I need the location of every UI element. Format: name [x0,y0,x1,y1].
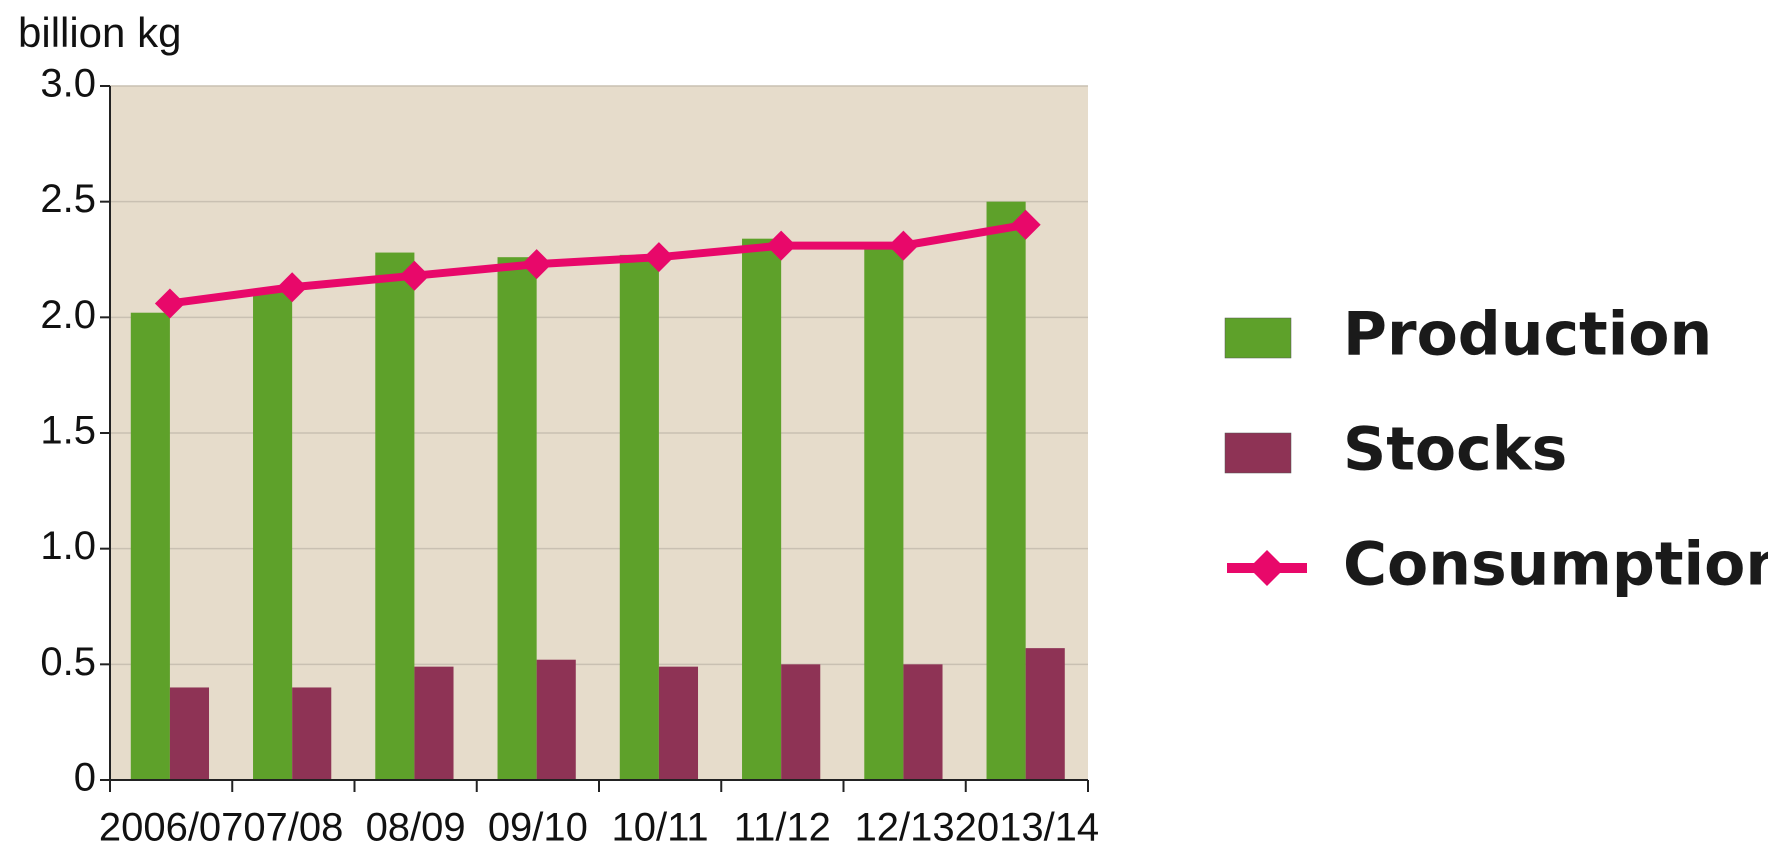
x-tick-label: 11/12 [734,806,831,850]
y-tick-label: 1.0 [40,524,96,568]
marker [399,260,430,291]
marker [888,230,919,261]
x-tick-label: 12/13 [855,806,955,850]
marker [154,288,185,319]
bar [536,659,576,780]
x-tick-label: 2006/07 [99,806,244,850]
bar [253,289,293,780]
bar [658,666,699,780]
bar [375,252,415,780]
bar [169,687,210,780]
bar [497,257,537,781]
x-tick-label: 2013/14 [955,806,1100,850]
marker [766,230,797,261]
bar [903,664,943,780]
marker [1010,209,1041,240]
y-tick-label: 2.5 [40,177,96,221]
bar [292,687,332,780]
y-tick-label: 2.0 [40,293,96,337]
x-tick-label: 09/10 [488,806,588,850]
bar [986,201,1026,780]
bar [1025,648,1065,780]
y-axis-label: billion kg [18,9,181,56]
bar [619,254,659,780]
legend-swatch [1224,317,1292,359]
bar [130,312,170,780]
marker [521,249,552,280]
marker [277,272,308,303]
y-tick-label: 0.5 [40,640,96,684]
legend-label: Stocks [1343,415,1567,485]
y-tick-label: 3.0 [40,62,96,106]
legend-label: Consumption [1343,530,1768,600]
x-tick-label: 07/08 [243,806,343,850]
legend-label: Production [1343,300,1712,370]
x-tick-label: 10/11 [612,806,709,850]
x-tick-label: 08/09 [366,806,466,850]
bar [781,664,821,780]
bar [414,666,454,780]
marker [643,242,674,273]
y-tick-label: 1.5 [40,409,96,453]
y-tick-label: 0 [74,756,96,800]
bar [864,243,904,781]
legend-marker [1249,550,1285,586]
line [169,220,1027,308]
legend-swatch [1224,432,1292,474]
bar [742,238,782,780]
